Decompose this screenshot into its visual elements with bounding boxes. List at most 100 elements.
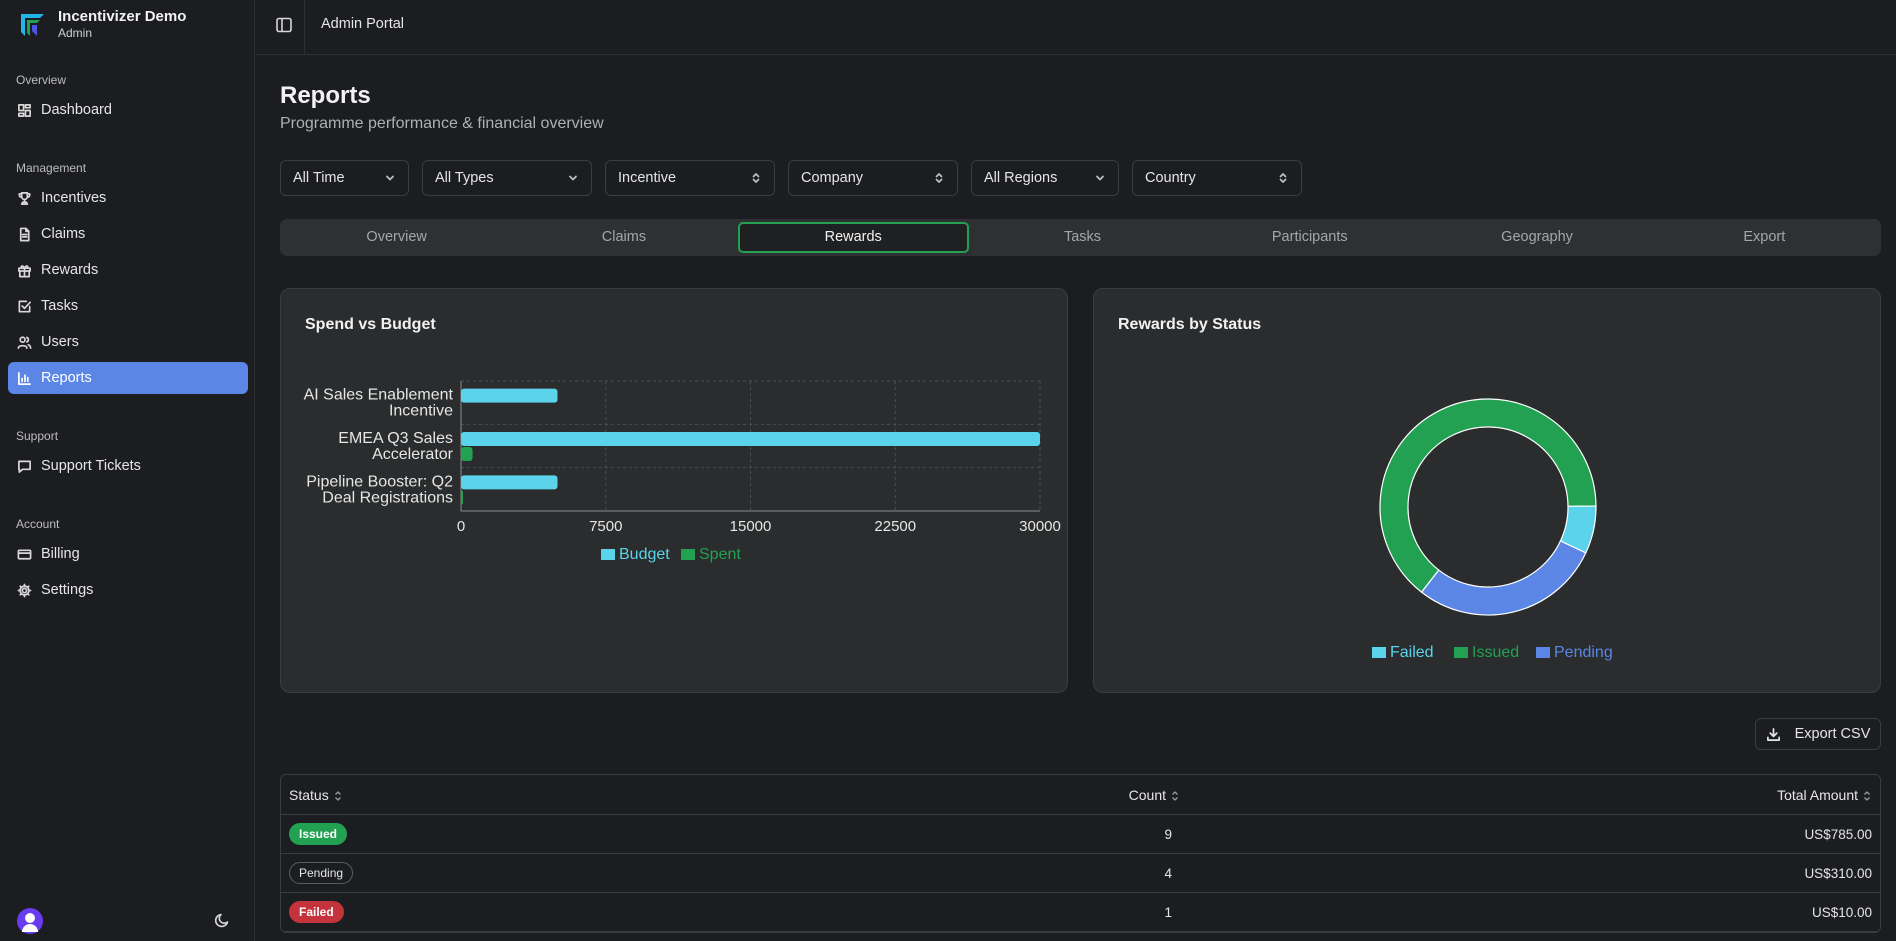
donut-slice-pending [1420,540,1587,616]
sidebar-item-tasks[interactable]: Tasks [8,290,248,322]
export-csv-button[interactable]: Export CSV [1755,718,1881,750]
header-divider [304,0,305,55]
chevron-down-icon [569,175,577,181]
y-tick-label: Pipeline Booster: Q2 Deal Registrations [306,473,453,506]
y-tick-label: AI Sales Enablement Incentive [304,387,454,420]
sidebar-item-billing[interactable]: Billing [8,538,248,570]
table-row: Issued 9 US$785.00 [281,815,1880,854]
sort-icon [1172,790,1178,801]
x-tick-label: 15000 [730,518,772,535]
table-row: Failed 1 US$10.00 [281,893,1880,932]
y-tick-label: EMEA Q3 Sales Accelerator [338,430,453,463]
legend-label: Spent [699,546,741,563]
sidebar-item-label: Claims [41,226,86,242]
sidebar-item-claims[interactable]: Claims [8,218,248,250]
sidebar-item-settings[interactable]: Settings [8,574,248,606]
chevron-down-icon [1096,175,1104,181]
bar-chart-icon [18,371,31,385]
status-badge: Failed [289,901,344,923]
sidebar-item-reports[interactable]: Reports [8,362,248,394]
budget-bar [461,432,1040,446]
brand[interactable]: Incentivizer Demo Admin [18,8,186,41]
message-icon [18,460,31,473]
sidebar-item-label: Tasks [41,298,79,314]
column-header-label: Status [289,786,329,803]
count-cell: 9 [1164,826,1172,842]
spent-bar [461,447,473,461]
spend-vs-budget-card: Spend vs Budget 0 7500 15000 22500 30000 AI S… [280,288,1068,693]
tab-claims[interactable]: Claims [601,229,647,245]
brand-name: Incentivizer Demo [58,8,187,25]
column-header-label: Total Amount [1777,786,1858,803]
sidebar-item-rewards[interactable]: Rewards [8,254,248,286]
column-header-count[interactable]: Count [480,787,1180,803]
chevron-up-down-icon [935,173,943,183]
sidebar-item-label: Settings [41,582,94,598]
tab-geography[interactable]: Geography [1501,229,1573,245]
top-header: Admin Portal [256,0,1896,55]
sidebar-item-label: Incentives [41,190,107,206]
card-title: Spend vs Budget [305,316,436,333]
tab-export[interactable]: Export [1743,229,1786,245]
filter-time-range[interactable]: All Time [280,160,409,196]
nav-section-account: Account Billing Settings [8,514,248,606]
nav-section-label: Account [16,517,60,531]
trophy-icon [18,191,31,205]
download-icon [1766,727,1780,741]
column-header-label: Count [1128,786,1166,803]
status-badge: Pending [289,862,354,884]
filter-type[interactable]: All Types [422,160,592,196]
gear-icon [17,583,32,597]
sidebar-item-dashboard[interactable]: Dashboard [8,94,248,126]
card-title: Rewards by Status [1118,316,1262,333]
filter-region[interactable]: All Regions [971,160,1119,196]
filter-country[interactable]: Country [1132,160,1302,196]
sidebar-item-label: Reports [41,370,92,386]
chevron-down-icon [386,175,394,181]
column-header-status[interactable]: Status [281,787,480,803]
header-title: Admin Portal [321,16,405,32]
nav-section-support: Support Support Tickets [8,426,248,482]
tab-participants[interactable]: Participants [1271,229,1348,245]
moon-icon[interactable] [214,911,232,929]
x-tick-label: 30000 [1019,518,1061,535]
filter-value: All Types [435,170,494,186]
spent-bar [461,490,463,505]
x-tick-label: 0 [457,518,465,535]
nav-section-label: Support [16,429,59,443]
page-subtitle: Programme performance & financial overvi… [280,115,604,132]
filter-value: All Regions [984,170,1058,186]
tab-overview[interactable]: Overview [366,229,427,245]
sidebar-item-incentives[interactable]: Incentives [8,182,248,214]
filter-value: Country [1145,170,1196,186]
rewards-status-table: Status Count Total Amount Issued 9 US$78… [280,774,1881,933]
column-header-total-amount[interactable]: Total Amount [1180,787,1880,803]
legend-label: Pending [1554,644,1613,661]
legend-swatch [1454,647,1468,658]
chevron-up-down-icon [1279,173,1287,183]
tab-tasks[interactable]: Tasks [1063,229,1102,245]
nav-section-label: Management [16,161,87,175]
status-badge: Issued [289,823,348,845]
tab-rewards[interactable]: Rewards [737,222,969,253]
nav-section-management: Management Incentives Claims Rewards Tas… [8,158,248,394]
rewards-by-status-card: Rewards by Status Failed Issued Pending [1093,288,1881,693]
sidebar-toggle-icon[interactable] [274,15,294,35]
sidebar-item-users[interactable]: Users [8,326,248,358]
filter-incentive[interactable]: Incentive [605,160,775,196]
x-tick-label: 7500 [589,518,622,535]
amount-cell: US$310.00 [1804,865,1872,881]
legend-label: Budget [619,546,670,563]
user-avatar[interactable] [17,908,43,934]
filter-company[interactable]: Company [788,160,958,196]
gift-icon [18,264,31,277]
nav-section-label: Overview [16,73,67,87]
sidebar-item-label: Rewards [41,262,99,278]
legend-label: Issued [1472,644,1519,661]
sidebar-item-support-tickets[interactable]: Support Tickets [8,450,248,482]
sidebar-item-label: Support Tickets [41,458,141,474]
legend-swatch [681,549,695,560]
dashboard-icon [18,103,31,117]
legend-label: Failed [1390,644,1434,661]
